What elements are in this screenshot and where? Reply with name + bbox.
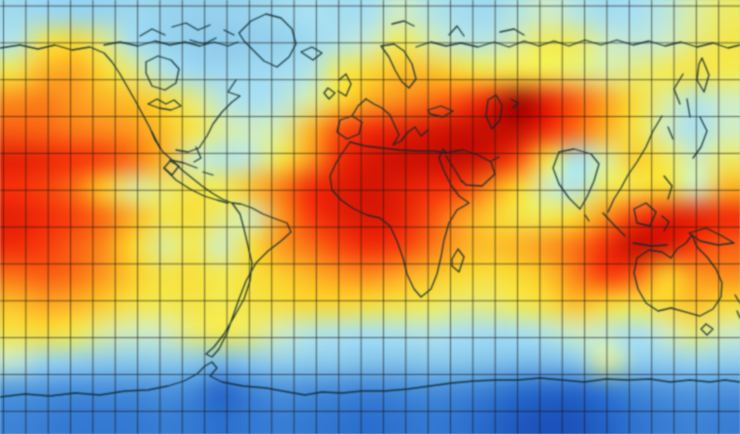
world-heatmap-image [0,0,740,434]
heatmap-canvas [0,0,740,434]
